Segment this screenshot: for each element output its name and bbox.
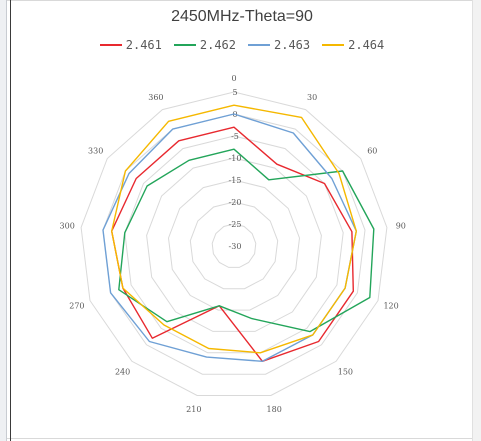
grid-ring xyxy=(102,113,366,375)
series-line xyxy=(110,126,354,362)
category-label: 330 xyxy=(88,147,103,156)
chart-area: 2450MHz-Theta=90 2.461 2.462 2.463 2.464 5 0… xyxy=(18,0,466,441)
grid-ring xyxy=(211,223,257,268)
legend-item: 2.464 xyxy=(322,38,384,52)
ring-label: -20 xyxy=(229,198,242,207)
chart-legend: 2.461 2.462 2.463 2.464 xyxy=(18,36,466,54)
legend-item: 2.463 xyxy=(248,38,310,52)
series-line xyxy=(110,104,357,354)
category-label: 60 xyxy=(367,147,377,156)
category-label: 270 xyxy=(69,302,84,311)
grid-ring xyxy=(80,91,388,396)
radar-chart: 50-5-10-15-20-25-30030609012015018021024… xyxy=(60,74,406,414)
series-line xyxy=(118,148,375,333)
category-label: 30 xyxy=(307,93,317,102)
right-scrollbar[interactable] xyxy=(472,0,481,441)
legend-label: 2.462 xyxy=(199,38,236,52)
left-panel-edge xyxy=(0,0,7,441)
ring-label: 5 xyxy=(232,88,237,97)
legend-swatch xyxy=(99,44,122,46)
legend-item: 2.462 xyxy=(173,38,236,52)
grid-ring xyxy=(167,179,301,311)
grid-ring xyxy=(189,201,279,290)
grid-ring xyxy=(124,135,344,354)
legend-swatch xyxy=(173,44,196,46)
ring-label: -30 xyxy=(229,242,242,251)
category-label: 300 xyxy=(60,222,75,231)
ring-label: -5 xyxy=(231,132,239,141)
series-line xyxy=(102,113,357,362)
legend-swatch xyxy=(248,44,270,46)
ring-label: -25 xyxy=(229,220,242,229)
category-label: 240 xyxy=(115,368,130,377)
category-label: 120 xyxy=(383,302,398,311)
ring-label: -10 xyxy=(229,154,242,163)
category-label: 150 xyxy=(338,368,353,377)
category-label: 0 xyxy=(231,74,236,83)
chart-title: 2450MHz-Theta=90 xyxy=(171,8,313,25)
legend-label: 2.461 xyxy=(125,38,162,52)
left-panel-divider xyxy=(10,0,11,441)
grid-ring xyxy=(146,157,322,332)
category-label: 360 xyxy=(148,93,163,102)
legend-label: 2.463 xyxy=(274,38,311,52)
category-label: 210 xyxy=(186,405,201,414)
legend-label: 2.464 xyxy=(348,38,385,52)
legend-item: 2.461 xyxy=(99,38,162,52)
ring-label: -15 xyxy=(229,176,242,185)
category-label: 180 xyxy=(267,405,282,414)
legend-swatch xyxy=(322,44,345,46)
category-label: 90 xyxy=(396,222,406,231)
